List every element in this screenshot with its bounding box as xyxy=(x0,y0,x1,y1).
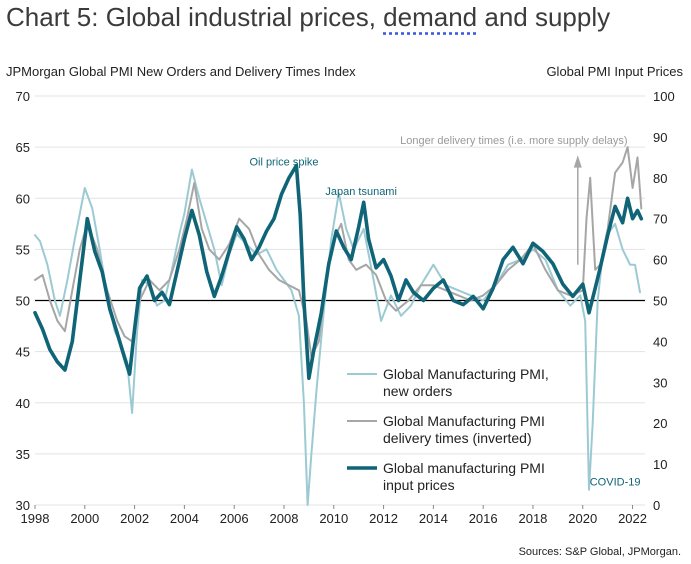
right-axis-title: Global PMI Input Prices xyxy=(546,64,683,79)
x-tick-label: 2022 xyxy=(618,511,647,526)
legend-label: Global Manufacturing PMI xyxy=(383,413,545,429)
series-delivery-times-line xyxy=(34,146,643,358)
annotation-covid-19: COVID-19 xyxy=(590,477,641,489)
legend-label: new orders xyxy=(383,383,452,399)
y-left-tick-label: 50 xyxy=(16,294,30,309)
left-axis-title: JPMorgan Global PMI New Orders and Deliv… xyxy=(6,64,356,79)
series-input-prices-line xyxy=(33,163,644,381)
x-tick-label: 2018 xyxy=(518,511,547,526)
title-underlined-word[interactable]: demand xyxy=(383,2,478,32)
annotation-oil-price-spike: Oil price spike xyxy=(249,157,318,169)
legend-label: Global Manufacturing PMI, xyxy=(383,366,549,382)
legend-label: delivery times (inverted) xyxy=(383,430,532,446)
y-right-tick-label: 80 xyxy=(653,171,667,186)
legend-label: input prices xyxy=(383,477,455,493)
y-right-tick-label: 20 xyxy=(653,416,667,431)
annotation-japan-tsunami: Japan tsunami xyxy=(325,186,397,198)
y-right-tick-label: 50 xyxy=(653,294,667,309)
x-tick-label: 2010 xyxy=(319,511,348,526)
x-tick-label: 2012 xyxy=(369,511,398,526)
y-left-tick-label: 40 xyxy=(16,396,30,411)
title-suffix: and supply xyxy=(477,2,611,32)
y-left-tick-label: 45 xyxy=(16,345,30,360)
x-tick-label: 1998 xyxy=(21,511,50,526)
y-right-tick-label: 100 xyxy=(653,89,675,104)
x-tick-label: 2020 xyxy=(568,511,597,526)
title-prefix: Chart 5: Global industrial prices, xyxy=(6,2,384,32)
y-right-tick-label: 40 xyxy=(653,334,667,349)
x-tick-label: 2008 xyxy=(270,511,299,526)
y-right-tick-label: 60 xyxy=(653,253,667,268)
y-left-tick-label: 65 xyxy=(16,140,30,155)
y-right-tick-label: 90 xyxy=(653,130,667,145)
y-right-tick-label: 70 xyxy=(653,212,667,227)
y-left-tick-label: 35 xyxy=(16,447,30,462)
x-tick-label: 2016 xyxy=(469,511,498,526)
x-tick-label: 2004 xyxy=(170,511,199,526)
source-note: Sources: S&P Global, JPMorgan. xyxy=(518,546,681,558)
x-tick-label: 2002 xyxy=(120,511,149,526)
x-tick-label: 2006 xyxy=(220,511,249,526)
legend-label: Global manufacturing PMI xyxy=(383,460,545,476)
y-left-tick-label: 60 xyxy=(16,191,30,206)
y-right-tick-label: 30 xyxy=(653,375,667,390)
y-right-tick-label: 10 xyxy=(653,457,667,472)
annotation-longer-delivery-times: Longer delivery times (i.e. more supply … xyxy=(400,135,627,147)
y-left-tick-label: 70 xyxy=(16,89,30,104)
chart-title: Chart 5: Global industrial prices, deman… xyxy=(6,2,610,33)
y-left-tick-label: 55 xyxy=(16,242,30,257)
y-left-tick-label: 30 xyxy=(16,498,30,513)
supply-delay-arrow-head xyxy=(573,155,582,168)
x-tick-label: 2000 xyxy=(70,511,99,526)
x-tick-label: 2014 xyxy=(419,511,448,526)
y-right-tick-label: 0 xyxy=(653,498,660,513)
